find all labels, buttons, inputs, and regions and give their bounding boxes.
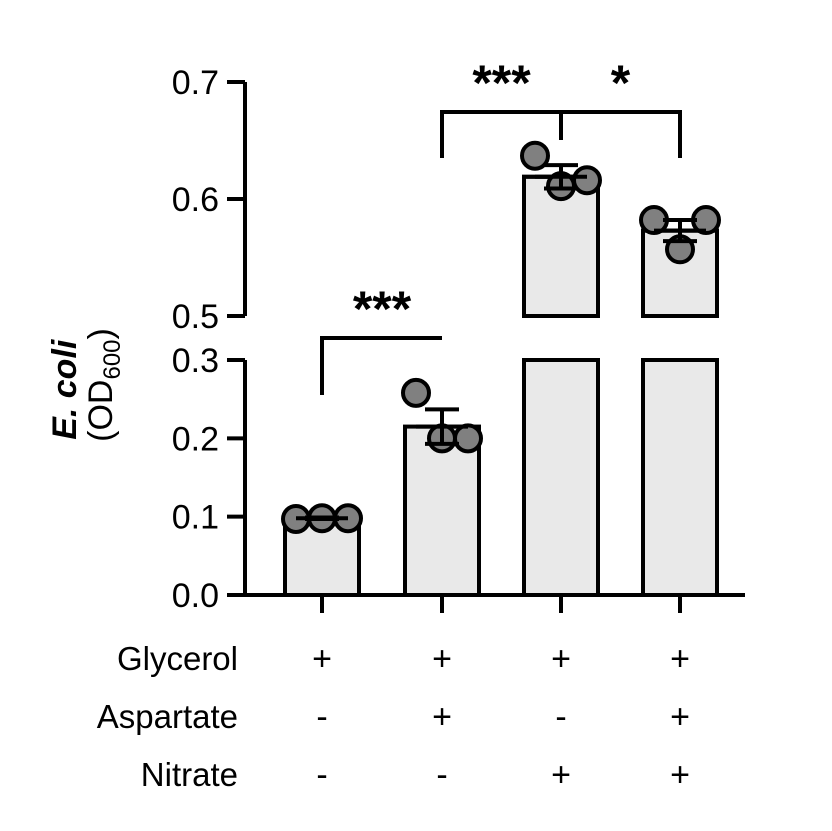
significance-stars: *** — [472, 55, 531, 111]
condition-marker: + — [670, 756, 690, 794]
y-tick-label: 0.3 — [172, 342, 219, 380]
y-axis-label-unit: (OD — [82, 380, 120, 442]
condition-marker: - — [436, 756, 447, 794]
data-point — [520, 140, 550, 171]
bars — [283, 174, 719, 598]
significance-bracket — [561, 110, 682, 158]
significance-brackets: ****** * — [320, 55, 682, 395]
data-point — [453, 423, 483, 454]
condition-marker: + — [670, 640, 690, 678]
significance-stars: *** — [353, 281, 412, 337]
condition-label: Glycerol — [117, 640, 238, 677]
y-axis-label: E. coli (OD600) — [46, 328, 126, 442]
y-tick-label: 0.0 — [172, 577, 219, 615]
y-tick-label: 0.7 — [172, 64, 219, 102]
significance-bracket — [440, 110, 561, 158]
bar-lower — [641, 358, 719, 597]
tick-labels: 0.0 0.1 0.2 0.3 0.5 0.6 0.7 — [172, 64, 219, 615]
y-tick-label: 0.5 — [172, 298, 219, 336]
y-axis-label-organism: E. coli — [46, 338, 84, 440]
condition-marker: + — [312, 640, 332, 678]
condition-marker: + — [551, 756, 571, 794]
bar — [403, 424, 481, 598]
y-tick-label: 0.6 — [172, 181, 219, 219]
data-point — [572, 165, 602, 196]
bar-lower — [522, 358, 600, 597]
y-tick-label: 0.2 — [172, 420, 219, 458]
significance-bracket — [320, 336, 442, 395]
condition-marker: - — [316, 698, 327, 736]
condition-marker: + — [432, 640, 452, 678]
condition-label: Aspartate — [97, 698, 238, 735]
error-bars — [296, 163, 706, 522]
condition-marker: - — [316, 756, 327, 794]
y-tick-label: 0.1 — [172, 499, 219, 537]
condition-marker: + — [551, 640, 571, 678]
bar-lower-outline — [522, 360, 600, 595]
condition-table: Glycerol + + + + Aspartate - + - + Nitrate - - + + — [97, 640, 690, 794]
data-point — [401, 377, 431, 408]
condition-label: Nitrate — [141, 756, 238, 793]
condition-marker: + — [432, 698, 452, 736]
bar-lower-outline — [641, 360, 719, 595]
condition-marker: - — [555, 698, 566, 736]
condition-marker: + — [670, 698, 690, 736]
y-axis-label-close: ) — [82, 328, 120, 339]
y-axis-label-subscript: 600 — [99, 339, 126, 379]
significance-stars: * — [611, 55, 631, 111]
